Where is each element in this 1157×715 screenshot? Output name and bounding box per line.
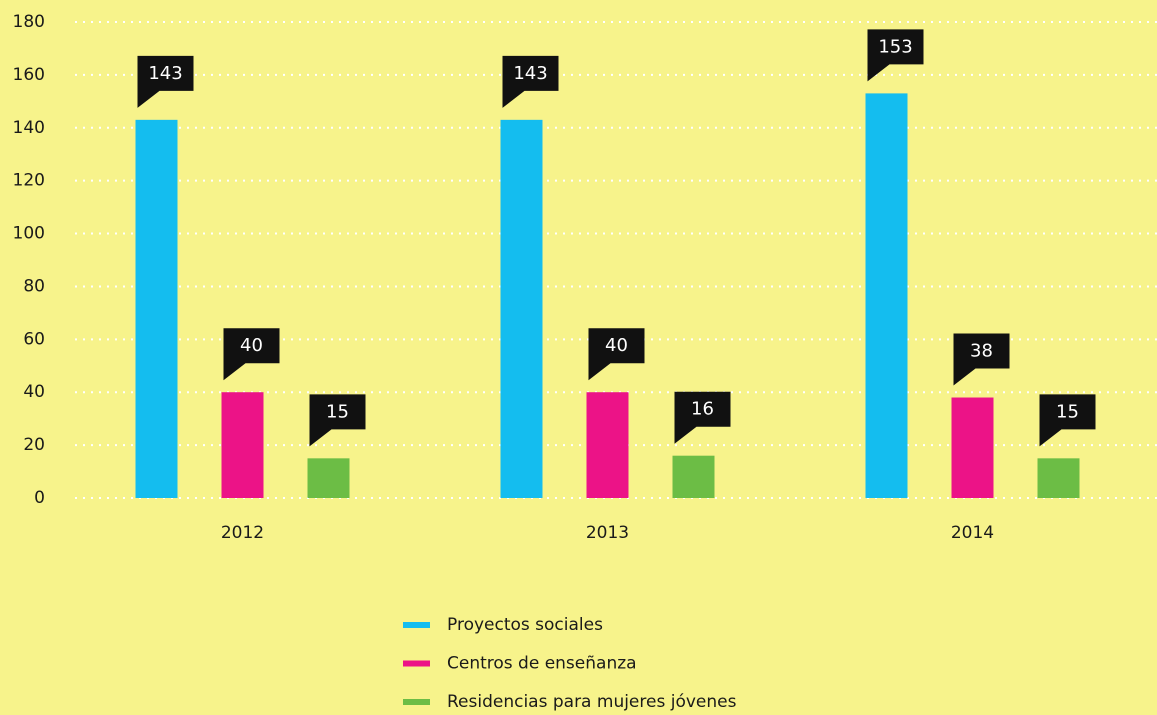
callout-box — [588, 328, 645, 381]
legend-swatch — [403, 622, 430, 628]
bar — [1037, 458, 1080, 498]
value-label: 143 — [513, 63, 547, 84]
bar — [221, 392, 264, 498]
bar — [951, 397, 994, 498]
callout-box — [137, 55, 194, 108]
bar — [500, 119, 543, 498]
value-label: 143 — [148, 63, 182, 84]
callout-box — [867, 29, 924, 82]
callout-box — [674, 391, 731, 444]
legend-swatch — [403, 699, 430, 705]
x-tick-label: 2012 — [221, 523, 264, 543]
value-label: 40 — [605, 335, 628, 356]
value-label: 15 — [1056, 401, 1079, 422]
x-tick-label: 2013 — [586, 523, 629, 543]
callout-box — [1039, 394, 1096, 447]
y-tick-label: 180 — [13, 12, 45, 32]
y-tick-label: 120 — [13, 171, 45, 191]
value-label: 16 — [691, 399, 714, 420]
y-tick-label: 20 — [23, 435, 45, 455]
callout-box — [502, 55, 559, 108]
callout-box — [953, 333, 1010, 386]
callout-box — [309, 394, 366, 447]
bar — [135, 119, 178, 498]
y-tick-label: 100 — [13, 224, 45, 244]
bar — [307, 458, 350, 498]
legend-label: Proyectos sociales — [447, 615, 603, 635]
legend-label: Residencias para mujeres jóvenes — [447, 692, 737, 712]
bar — [586, 392, 629, 498]
value-label: 40 — [240, 335, 263, 356]
y-tick-label: 140 — [13, 118, 45, 138]
value-label: 15 — [326, 401, 349, 422]
y-tick-label: 60 — [23, 329, 45, 349]
y-tick-label: 160 — [13, 65, 45, 85]
value-label: 153 — [878, 36, 912, 57]
legend-label: Centros de enseñanza — [447, 654, 637, 674]
callout-box — [223, 328, 280, 381]
y-tick-label: 40 — [23, 382, 45, 402]
x-tick-label: 2014 — [951, 523, 994, 543]
bar — [865, 93, 908, 499]
y-tick-label: 80 — [23, 276, 45, 296]
bar — [672, 455, 715, 498]
value-label: 38 — [970, 341, 993, 362]
legend-swatch — [403, 660, 430, 667]
y-tick-label: 0 — [34, 488, 45, 508]
